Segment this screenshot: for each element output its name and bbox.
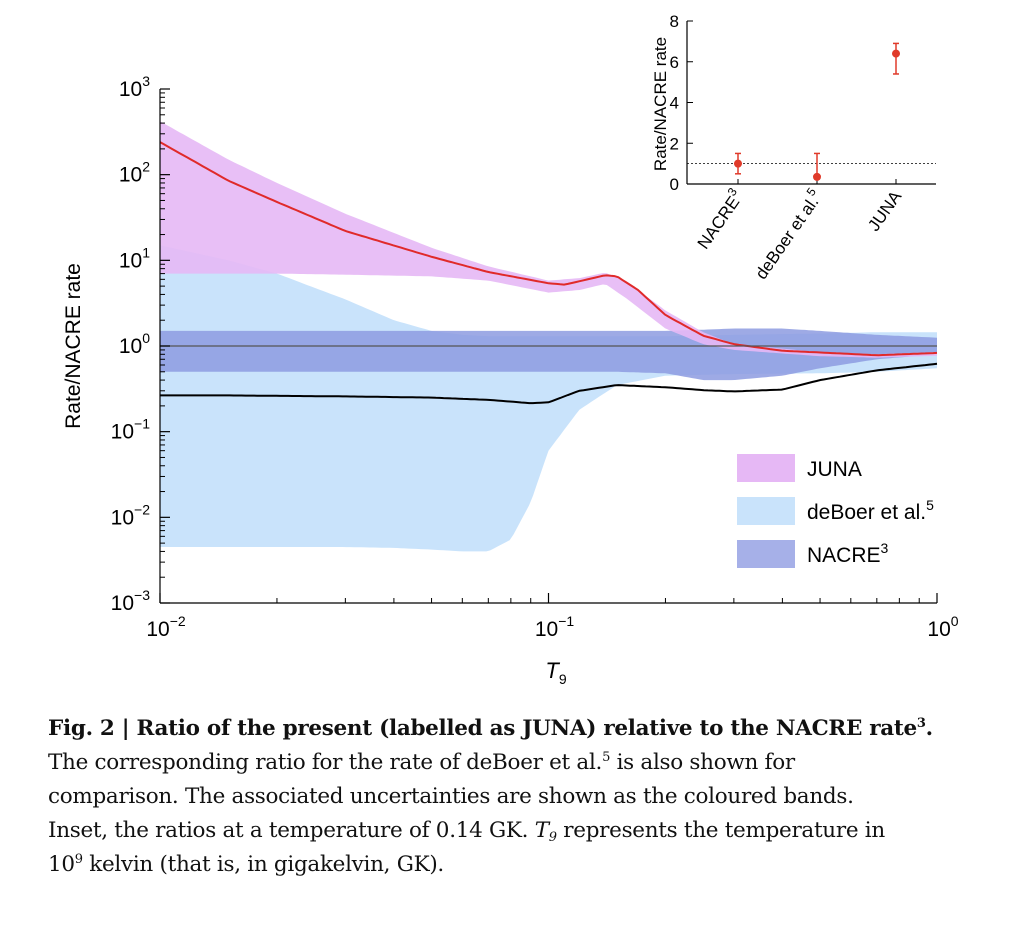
legend-label: NACRE3: [807, 540, 889, 567]
caption-line-1: Fig. 2 | Ratio of the present (labelled …: [48, 712, 978, 746]
ratio-lines: [159, 141, 938, 405]
x-tick-label: 10−2: [146, 613, 186, 641]
uncertainty-bands: [160, 121, 937, 552]
inset-point: [892, 49, 900, 58]
inset-x-tick-label: NACRE3: [690, 185, 747, 253]
legend: JUNA deBoer et al.5 NACRE3: [737, 454, 934, 568]
y-tick-label: 100: [119, 330, 150, 358]
caption-label-end: .: [925, 716, 933, 741]
caption-ref: 5: [602, 749, 611, 765]
band-deboer-et-al: [160, 245, 937, 552]
caption-label-ref: 3: [916, 715, 926, 731]
inset-y-tick-label: 4: [670, 94, 679, 113]
legend-swatch: [737, 540, 795, 568]
inset-point: [813, 172, 821, 181]
y-tick-label: 10−2: [111, 501, 151, 529]
caption-line-2: The corresponding ratio for the rate of …: [48, 746, 978, 780]
band-nacre: [160, 328, 937, 381]
caption-text: 10: [48, 852, 75, 877]
caption-text: kelvin (that is, in gigakelvin, GK).: [82, 852, 444, 877]
x-tick-label: 10−1: [535, 613, 575, 641]
caption-exponent: 9: [74, 851, 83, 867]
caption-variable: T: [534, 818, 549, 843]
main-y-axis-label: Rate/NACRE rate: [62, 263, 85, 429]
legend-label: deBoer et al.5: [807, 497, 934, 524]
inset-y-tick-label: 6: [670, 53, 679, 72]
inset-y-tick-label: 0: [670, 175, 679, 194]
y-tick-label: 101: [119, 244, 150, 272]
caption-label: Fig. 2 | Ratio of the present (labelled …: [48, 716, 917, 741]
caption-line-3: comparison. The associated uncertainties…: [48, 784, 854, 809]
y-tick-label: 103: [119, 73, 150, 101]
y-tick-label: 10−3: [111, 587, 151, 615]
x-axis-variable: T: [545, 658, 560, 683]
legend-swatch: [737, 497, 795, 525]
main-x-axis-label: T9: [545, 658, 566, 687]
caption-text: is also shown for: [610, 750, 796, 775]
caption-text: Inset, the ratios at a temperature of 0.…: [48, 818, 535, 843]
x-axis-subscript: 9: [559, 671, 567, 687]
band-juna: [160, 121, 937, 358]
line-juna: [159, 141, 938, 357]
y-tick-label: 10−1: [111, 416, 151, 444]
legend-label: JUNA: [807, 458, 862, 481]
figure-caption: Fig. 2 | Ratio of the present (labelled …: [48, 712, 978, 882]
legend-swatch: [737, 454, 795, 482]
x-tick-label: 100: [927, 613, 958, 641]
caption-line-5: 109 kelvin (that is, in gigakelvin, GK).: [48, 848, 978, 882]
inset-x-tick-label: deBoer et al.5: [748, 185, 826, 283]
inset-y-tick-label: 2: [670, 134, 679, 153]
caption-subscript: 9: [548, 830, 557, 845]
inset-x-tick-label: JUNA: [864, 187, 905, 235]
line-deboer-et-al: [160, 362, 938, 405]
inset-y-tick-label: 8: [670, 12, 679, 31]
caption-text: represents the temperature in: [556, 818, 885, 843]
inset-point: [734, 159, 742, 168]
caption-line-4: Inset, the ratios at a temperature of 0.…: [48, 814, 978, 848]
y-tick-label: 102: [119, 159, 150, 187]
caption-text: The corresponding ratio for the rate of …: [48, 750, 603, 775]
inset-points: [734, 42, 900, 181]
inset-y-axis-label: Rate/NACRE rate: [651, 37, 670, 171]
